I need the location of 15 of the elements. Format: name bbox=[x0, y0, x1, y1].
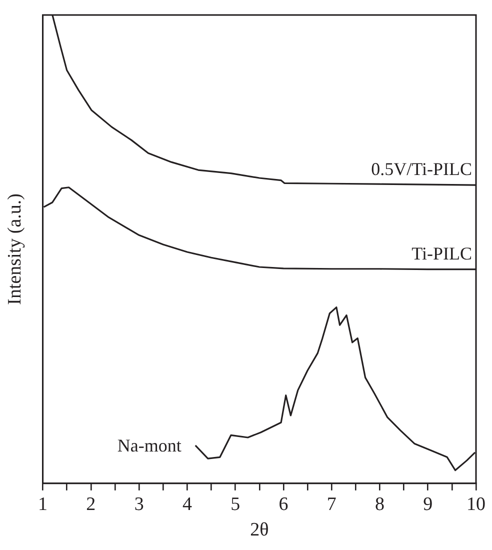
x-tick-label: 4 bbox=[182, 494, 192, 515]
x-tick-label: 10 bbox=[466, 494, 486, 515]
series-label: Na-mont bbox=[117, 435, 182, 456]
x-tick-label: 2 bbox=[86, 494, 96, 515]
x-tick-label: 1 bbox=[38, 494, 48, 515]
x-tick-label: 6 bbox=[278, 494, 288, 515]
x-tick-label: 3 bbox=[134, 494, 144, 515]
series-label: 0.5V/Ti-PILC bbox=[371, 159, 472, 180]
y-axis-title: Intensity (a.u.) bbox=[4, 194, 26, 305]
series-label: Ti-PILC bbox=[412, 243, 472, 264]
x-tick-label: 7 bbox=[326, 494, 336, 515]
x-tick-label: 8 bbox=[374, 494, 384, 515]
x-tick-label: 5 bbox=[230, 494, 240, 515]
x-tick-label: 9 bbox=[423, 494, 433, 515]
x-axis-title: 2θ bbox=[250, 520, 269, 541]
